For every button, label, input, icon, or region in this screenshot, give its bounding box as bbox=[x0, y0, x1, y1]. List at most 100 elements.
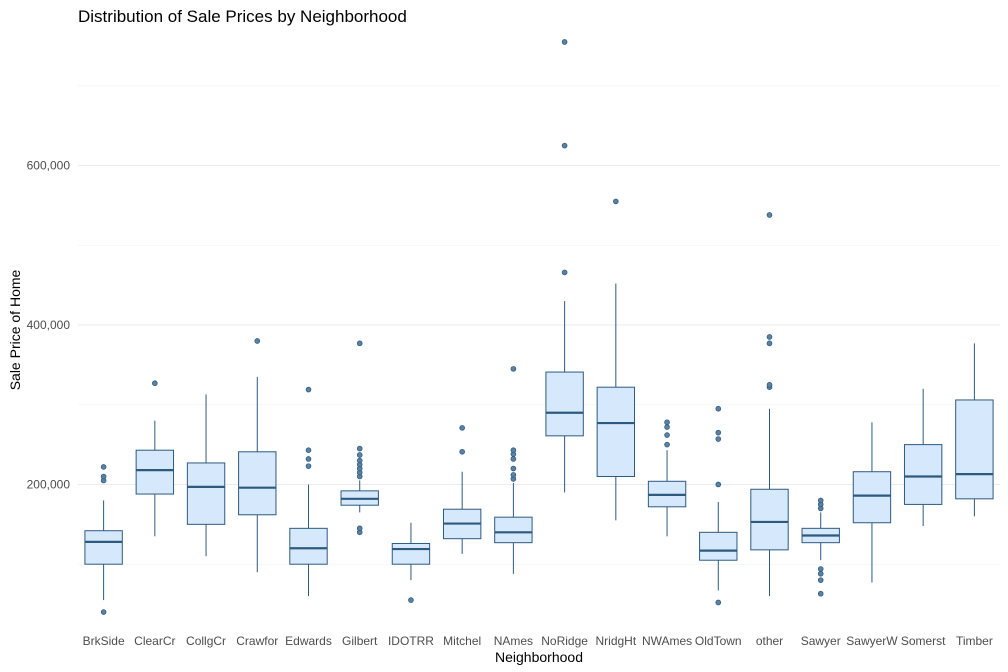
box-ClearCr bbox=[135, 380, 175, 537]
box-IDOTRR bbox=[391, 522, 431, 603]
outlier-point bbox=[510, 465, 517, 472]
box-Somerst bbox=[903, 388, 943, 526]
grid-lines bbox=[78, 85, 1000, 565]
x-tick-label: NridgHt bbox=[595, 634, 636, 648]
outlier-point bbox=[817, 566, 824, 572]
box-iqr bbox=[494, 516, 533, 544]
outlier-point bbox=[305, 456, 312, 462]
x-tick-label: Gilbert bbox=[342, 634, 378, 648]
outlier-point bbox=[817, 570, 824, 577]
outlier-point bbox=[408, 597, 414, 603]
outlier-point bbox=[766, 340, 773, 347]
x-tick-label: Mitchel bbox=[443, 634, 481, 648]
x-tick-label: NAmes bbox=[494, 634, 533, 648]
outlier-point bbox=[561, 269, 568, 276]
y-tick-label: 600,000 bbox=[27, 159, 71, 173]
outlier-point bbox=[356, 457, 363, 464]
x-tick-label: IDOTRR bbox=[388, 634, 434, 648]
x-tick-label: NoRidge bbox=[541, 634, 588, 648]
box-Edwards bbox=[289, 386, 328, 597]
outlier-point bbox=[100, 473, 107, 480]
x-axis-label: Neighborhood bbox=[495, 649, 583, 665]
box-OldTown bbox=[699, 405, 738, 606]
outlier-point bbox=[664, 441, 670, 448]
outlier-point bbox=[715, 599, 722, 606]
y-tick-label: 200,000 bbox=[27, 477, 71, 491]
box-iqr bbox=[84, 530, 123, 565]
chart-title: Distribution of Sale Prices by Neighborh… bbox=[78, 7, 407, 26]
x-tick-label: Timber bbox=[956, 634, 993, 648]
box-Sawyer bbox=[801, 497, 840, 597]
outlier-point bbox=[510, 472, 517, 478]
outlier-point bbox=[715, 429, 722, 436]
x-tick-label: Sawyer bbox=[801, 634, 841, 648]
x-tick-label: Somerst bbox=[901, 634, 946, 648]
x-tick-label: CollgCr bbox=[186, 634, 226, 648]
x-tick-label: SawyerW bbox=[846, 634, 898, 648]
box-series bbox=[84, 39, 994, 615]
box-NridgHt bbox=[596, 198, 636, 521]
y-axis-label: Sale Price of Home bbox=[7, 269, 23, 390]
x-tick-label: OldTown bbox=[695, 634, 742, 648]
outlier-point bbox=[561, 142, 568, 149]
box-iqr bbox=[852, 471, 892, 524]
y-tick-label: 400,000 bbox=[27, 318, 71, 332]
box-iqr bbox=[750, 488, 789, 551]
outlier-point bbox=[766, 212, 773, 218]
outlier-point bbox=[254, 338, 261, 344]
x-tick-label: Crawfor bbox=[236, 634, 278, 648]
outlier-point bbox=[459, 448, 465, 455]
outlier-point bbox=[510, 447, 517, 453]
box-NAmes bbox=[494, 366, 533, 574]
outlier-point bbox=[152, 380, 158, 387]
outlier-point bbox=[715, 436, 722, 442]
box-other bbox=[750, 212, 789, 597]
outlier-point bbox=[305, 386, 312, 393]
x-tick-label: NWAmes bbox=[642, 634, 692, 648]
outlier-point bbox=[510, 456, 517, 462]
outlier-point bbox=[100, 609, 107, 615]
outlier-point bbox=[510, 366, 517, 372]
box-iqr bbox=[903, 444, 943, 505]
outlier-point bbox=[356, 445, 363, 452]
box-Mitchel bbox=[442, 425, 482, 554]
outlier-point bbox=[817, 590, 824, 597]
outlier-point bbox=[817, 577, 824, 583]
outlier-point bbox=[356, 525, 363, 532]
box-Timber bbox=[955, 343, 994, 517]
box-CollgCr bbox=[186, 394, 226, 557]
box-iqr bbox=[699, 531, 738, 561]
outlier-point bbox=[766, 334, 773, 340]
outlier-point bbox=[664, 419, 670, 426]
box-iqr bbox=[186, 462, 226, 525]
outlier-point bbox=[715, 481, 722, 488]
box-iqr bbox=[955, 399, 994, 500]
outlier-point bbox=[715, 405, 722, 412]
x-axis-ticks: BrkSide ClearCr CollgCr Crawfor Edwards Gilbe… bbox=[83, 634, 993, 648]
outlier-point bbox=[817, 497, 824, 504]
box-iqr bbox=[545, 371, 584, 437]
outlier-point bbox=[356, 452, 363, 458]
outlier-point bbox=[766, 382, 773, 388]
outlier-point bbox=[561, 39, 568, 45]
outlier-point bbox=[100, 464, 107, 470]
box-iqr bbox=[238, 451, 277, 516]
outlier-point bbox=[459, 425, 465, 431]
y-axis-ticks: 200,000 400,000 600,000 bbox=[27, 159, 71, 492]
outlier-point bbox=[664, 432, 670, 438]
x-tick-label: BrkSide bbox=[83, 634, 125, 648]
outlier-point bbox=[356, 340, 363, 347]
outlier-point bbox=[613, 198, 619, 205]
box-Crawfor bbox=[238, 338, 277, 573]
box-iqr bbox=[596, 386, 636, 478]
x-tick-label: other bbox=[756, 634, 783, 648]
box-SawyerW bbox=[852, 422, 892, 583]
outlier-point bbox=[305, 447, 312, 453]
x-tick-label: Edwards bbox=[285, 634, 332, 648]
box-NWAmes bbox=[647, 419, 687, 537]
outlier-point bbox=[664, 424, 670, 430]
box-BrkSide bbox=[84, 464, 123, 615]
box-iqr bbox=[289, 527, 328, 565]
box-Gilbert bbox=[340, 340, 379, 536]
